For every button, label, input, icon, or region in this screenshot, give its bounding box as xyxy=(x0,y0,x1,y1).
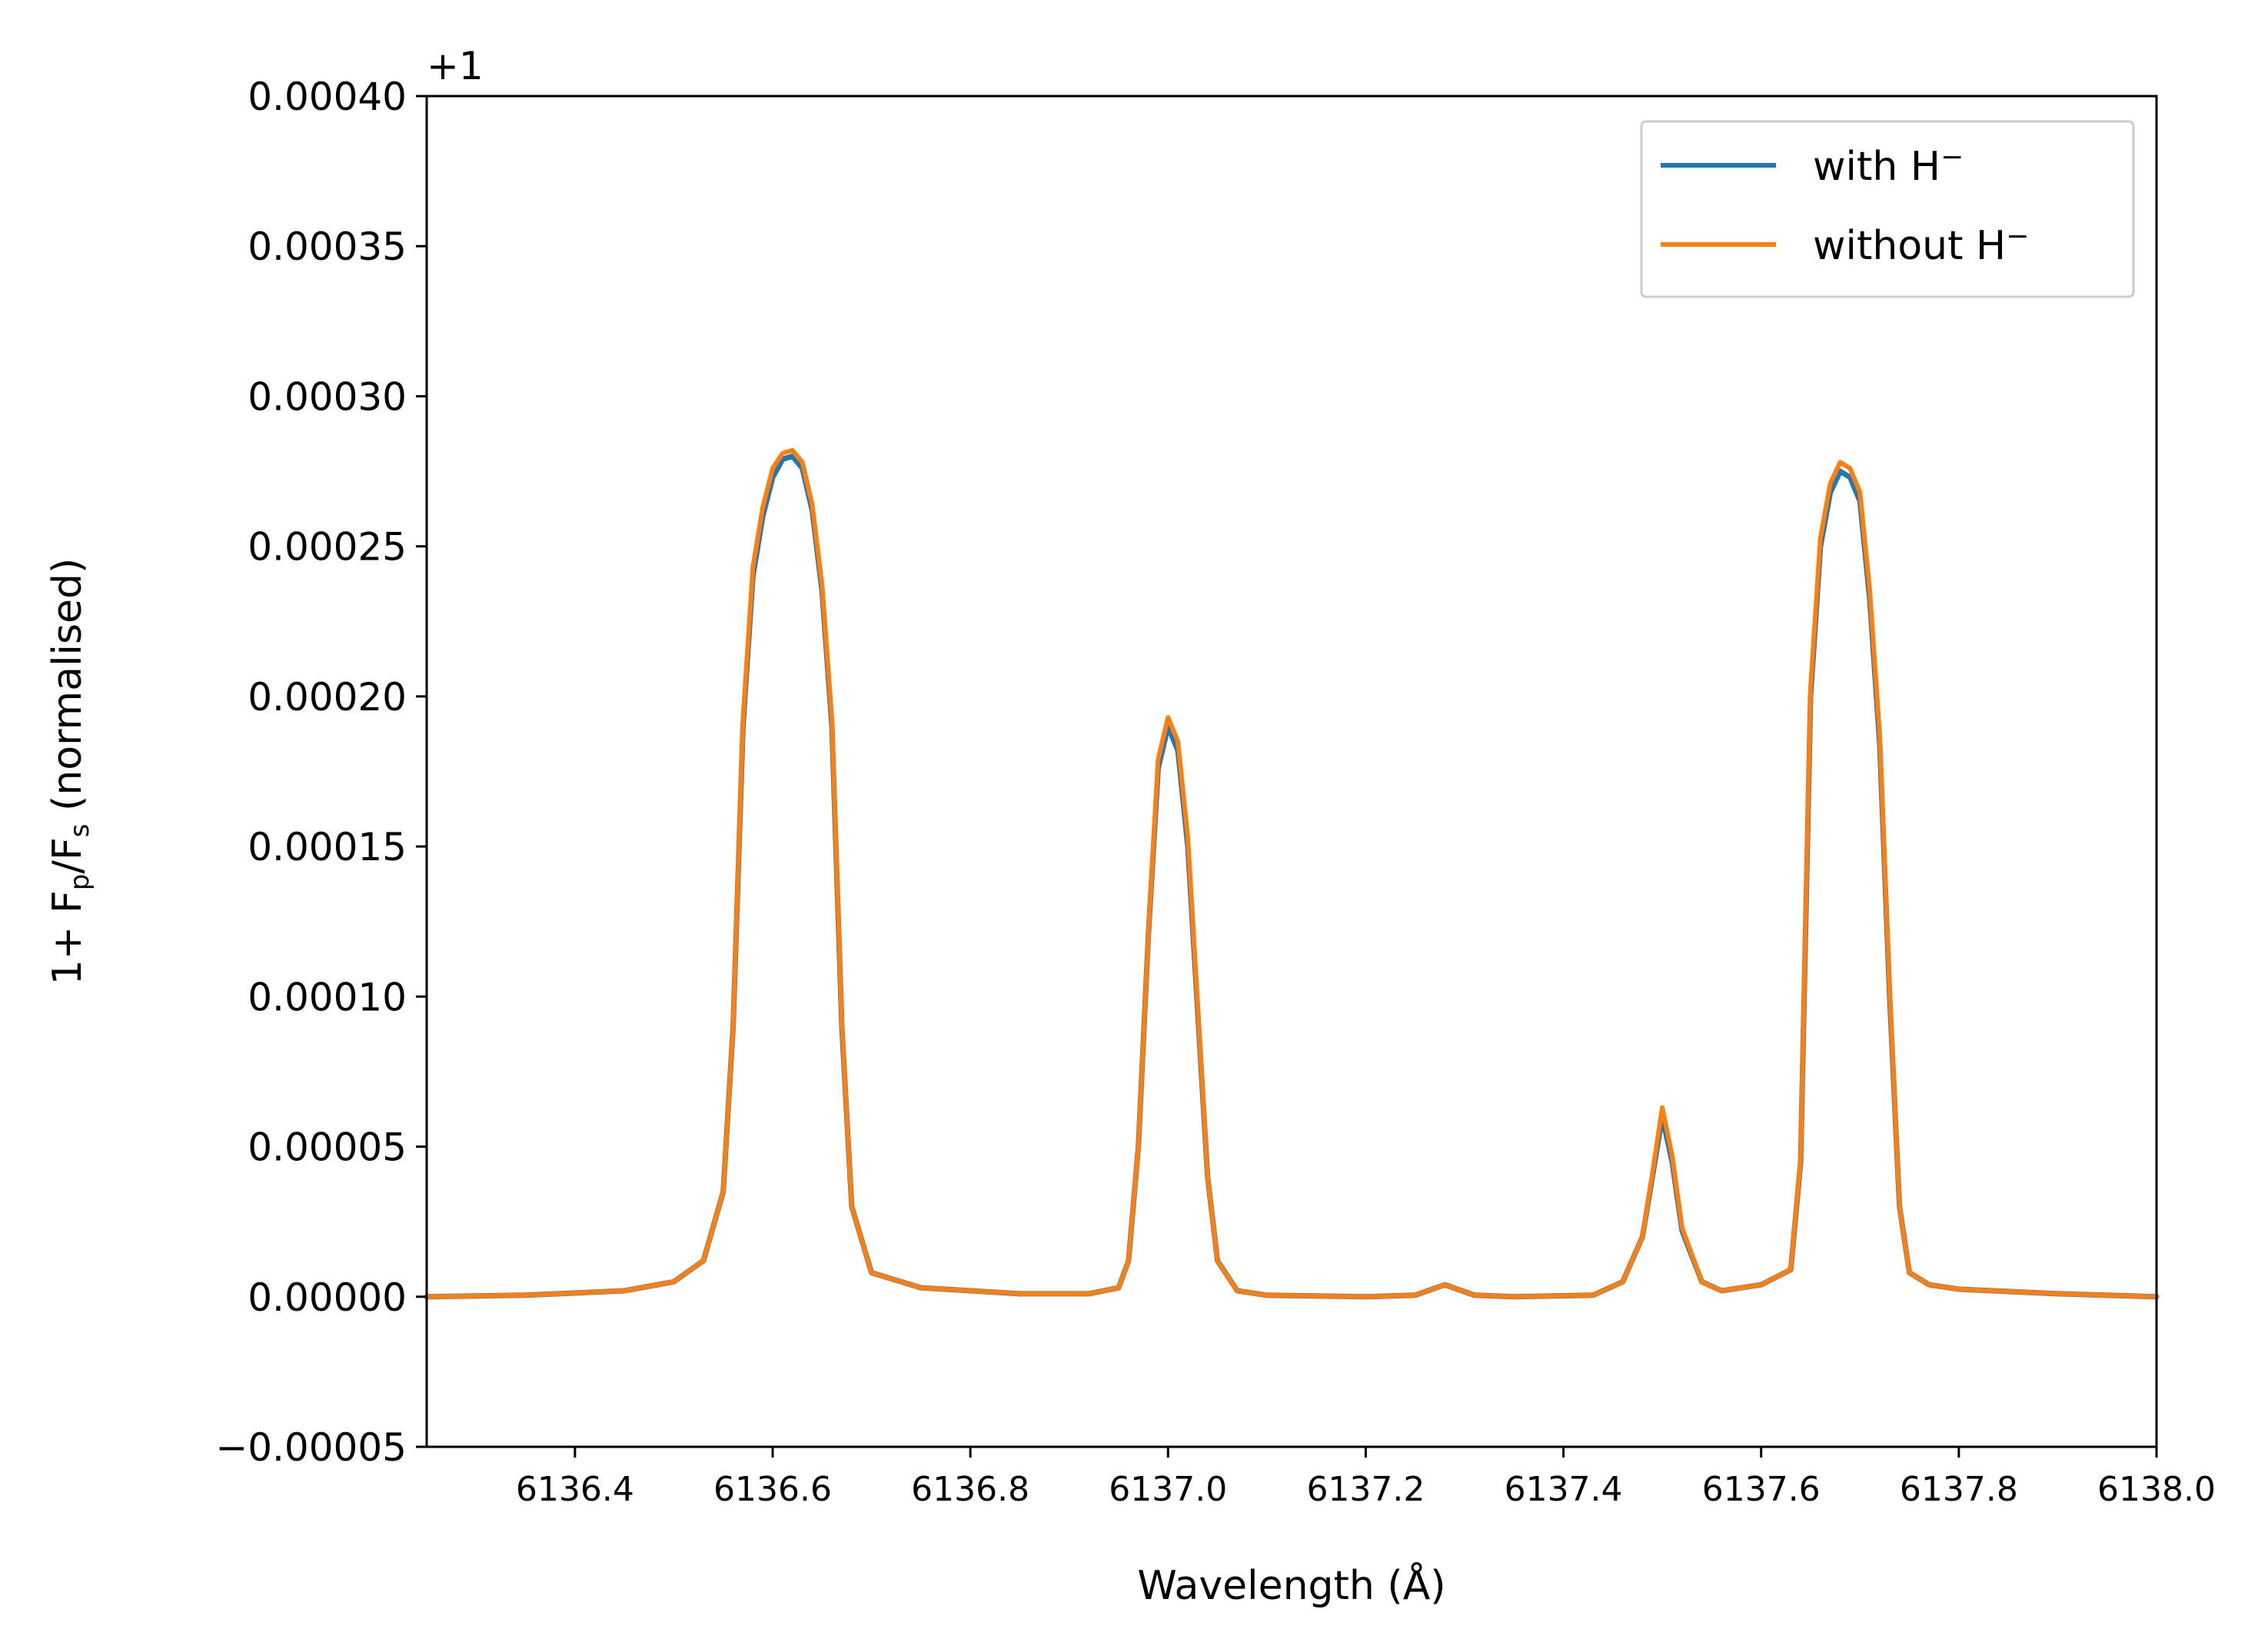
legend-label-without-h-minus-sup: − xyxy=(2006,221,2029,252)
y-axis-title-suffix: (normalised) xyxy=(45,558,91,824)
y-tick-label: 0.00005 xyxy=(248,1125,407,1170)
y-axis-title-mid: /F xyxy=(45,837,91,873)
y-tick-label: 0.00035 xyxy=(248,224,407,269)
x-tick-label: 6137.0 xyxy=(1109,1470,1227,1509)
x-tick-label: 6137.8 xyxy=(1900,1470,2018,1509)
x-axis: 6136.4 6136.6 6136.8 6137.0 6137.2 6137.4 6137… xyxy=(516,1447,2216,1509)
legend-label-without-h-minus: without H− xyxy=(1813,221,2029,269)
x-axis-title: Wavelength (Å) xyxy=(1137,1561,1445,1609)
y-tick-label: 0.00015 xyxy=(248,825,407,869)
y-tick-label: 0.00025 xyxy=(248,525,407,570)
y-axis: −0.00005 0.00000 0.00005 0.00010 0.00015 0.00… xyxy=(215,75,427,1470)
legend: with H− without H− xyxy=(1640,120,2135,298)
y-tick-label: 0.00010 xyxy=(248,975,407,1019)
x-tick-label: 6136.4 xyxy=(516,1470,634,1509)
series-lines xyxy=(424,447,2160,1300)
legend-label-with-h-minus: with H− xyxy=(1813,141,1964,190)
y-axis-title: 1+ Fp/Fs (normalised) xyxy=(45,558,95,986)
y-axis-title-sub1: p xyxy=(65,874,95,891)
y-offset-label: +1 xyxy=(427,44,484,88)
legend-label-without-h-minus-base: without H xyxy=(1813,223,2006,269)
series-line-1 xyxy=(424,447,2159,1299)
x-tick-label: 6138.0 xyxy=(2097,1470,2216,1509)
y-tick-label: 0.00040 xyxy=(248,75,407,119)
y-tick-label: 0.00020 xyxy=(248,675,407,720)
y-axis-title-prefix: 1+ F xyxy=(45,890,91,985)
x-tick-label: 6136.6 xyxy=(713,1470,832,1509)
plot-frame xyxy=(425,95,2158,1448)
x-tick-label: 6137.2 xyxy=(1306,1470,1425,1509)
y-tick-label: 0.00000 xyxy=(248,1275,407,1320)
y-axis-title-sub2: s xyxy=(65,824,95,838)
legend-label-with-h-minus-base: with H xyxy=(1813,144,1940,190)
y-tick-label: 0.00030 xyxy=(248,374,407,419)
x-tick-label: 6137.4 xyxy=(1505,1470,1623,1509)
legend-label-with-h-minus-sup: − xyxy=(1940,141,1964,173)
x-tick-label: 6137.6 xyxy=(1702,1470,1821,1509)
y-tick-label: −0.00005 xyxy=(215,1425,407,1470)
x-tick-label: 6136.8 xyxy=(911,1470,1029,1509)
